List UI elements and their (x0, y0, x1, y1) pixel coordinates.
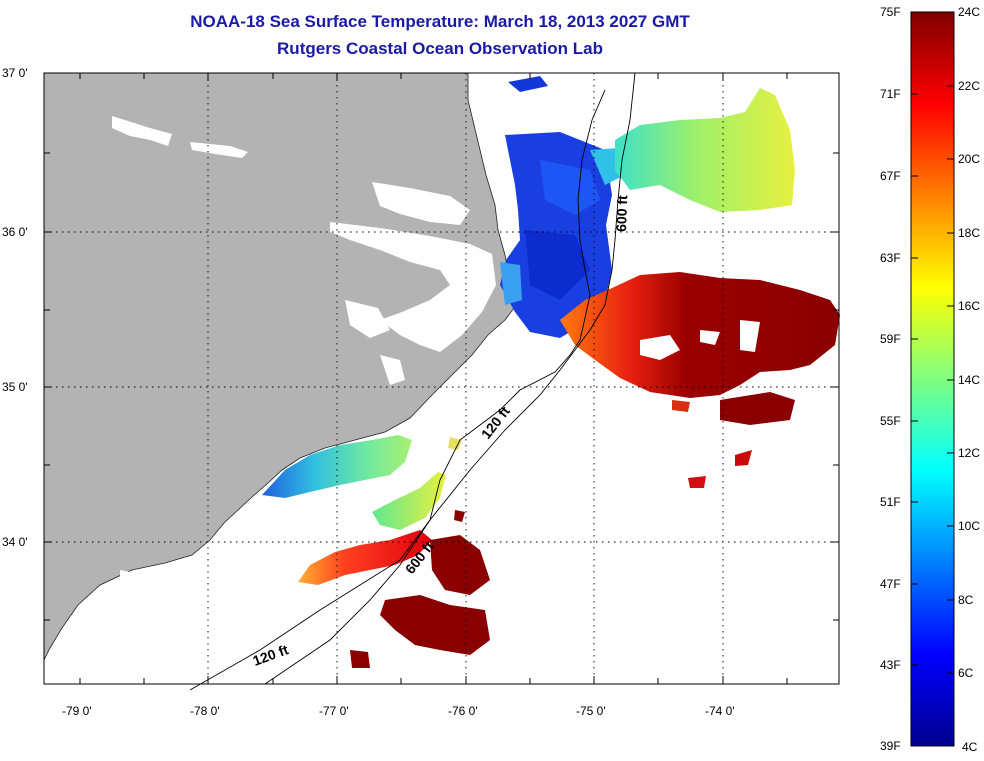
map-frame (43, 72, 840, 685)
cbar-f-75: 75F (880, 5, 901, 19)
sounds (112, 116, 496, 585)
cbar-c-6: 6C (958, 666, 974, 680)
cbar-c-10: 10C (958, 519, 981, 533)
cape-lookout-band (372, 472, 446, 530)
lat-label-36: 36 0' (2, 225, 28, 239)
cbar-f-47: 47F (880, 577, 901, 591)
cbar-c-24: 24C (958, 5, 981, 19)
cbar-f-43: 43F (880, 658, 901, 672)
lon-label-79: -79 0' (62, 704, 92, 718)
lon-label-78: -78 0' (190, 704, 220, 718)
small-warm-patch (448, 437, 462, 450)
isobath-120ft (189, 89, 606, 691)
cbar-c-8: 8C (958, 593, 974, 607)
colorbar (910, 11, 955, 747)
cbar-f-63: 63F (880, 251, 901, 265)
isobath-label-north-600: 600 ft (613, 195, 630, 232)
cbar-f-67: 67F (880, 169, 901, 183)
cbar-f-51: 51F (880, 495, 901, 509)
cbar-c-20: 20C (958, 152, 981, 166)
graticule (44, 73, 839, 684)
gulf-stream-region (560, 272, 840, 488)
cbar-f-39: 39F (880, 739, 901, 753)
pamlico-cool-band (262, 435, 412, 498)
cbar-c-4: 4C (962, 740, 978, 754)
cbar-c-16: 16C (958, 299, 981, 313)
map-subtitle: Rutgers Coastal Ocean Observation Lab (277, 39, 603, 58)
colorbar-ticks (911, 85, 954, 674)
lon-label-76: -76 0' (448, 704, 478, 718)
map-title: NOAA-18 Sea Surface Temperature: March 1… (190, 12, 690, 31)
cbar-c-14: 14C (958, 373, 981, 387)
cbar-c-22: 22C (958, 79, 981, 93)
lon-label-77: -77 0' (319, 704, 349, 718)
onslow-warm-band (298, 530, 432, 585)
lat-label-34: 34 0' (2, 535, 28, 549)
axis-ticks (44, 72, 839, 684)
lon-label-75: -75 0' (576, 704, 606, 718)
cold-water-region (500, 76, 625, 338)
cbar-c-12: 12C (958, 446, 981, 460)
offshore-cool-region (615, 88, 795, 212)
lat-label-37: 37 0' (2, 66, 28, 80)
lat-label-35: 35 0' (2, 380, 28, 394)
lon-label-74: -74 0' (705, 704, 735, 718)
southern-warm-eddies (350, 510, 490, 668)
cbar-f-59: 59F (880, 332, 901, 346)
cbar-f-71: 71F (880, 87, 901, 101)
isobath-600ft (264, 72, 636, 685)
isobaths (189, 72, 636, 691)
cbar-c-18: 18C (958, 226, 981, 240)
cbar-f-55: 55F (880, 414, 901, 428)
